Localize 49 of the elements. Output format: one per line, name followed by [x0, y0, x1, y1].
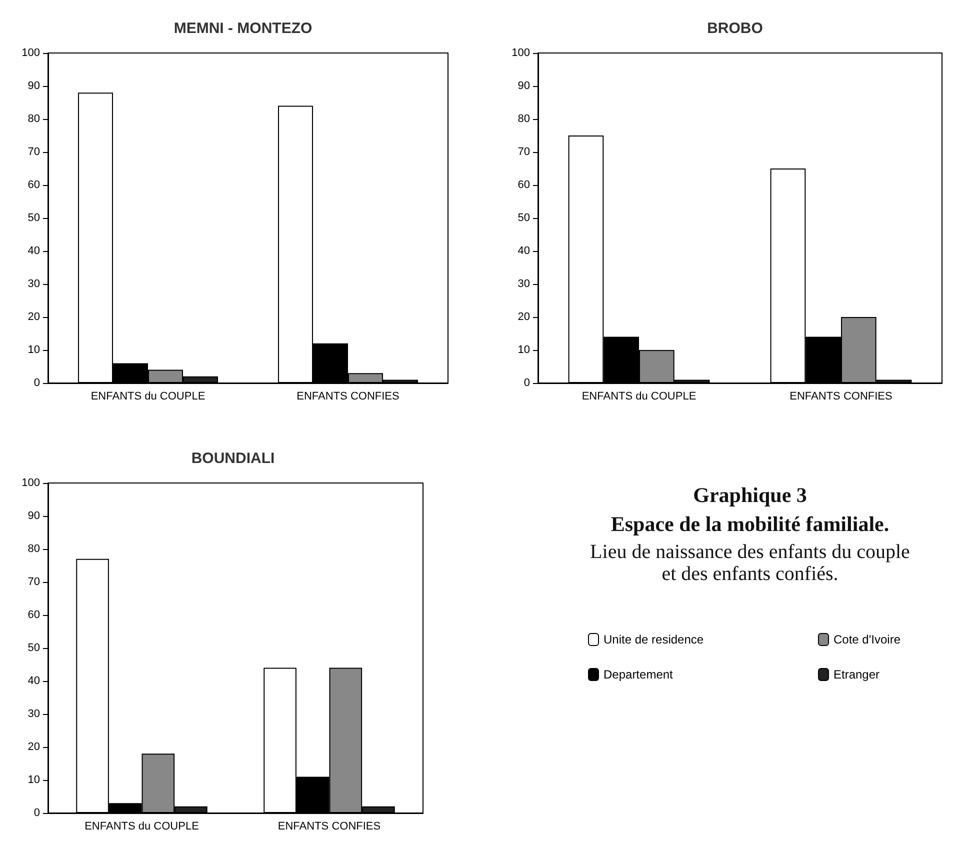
y-tick-label: 50: [28, 212, 40, 224]
x-tick-label: ENFANTS CONFIES: [278, 820, 381, 832]
x-tick-label: ENFANTS du COUPLE: [90, 390, 206, 402]
y-tick-label: 90: [28, 510, 40, 522]
text: Graphique 3: [692, 483, 808, 508]
y-tick-label: 70: [518, 146, 530, 158]
chart-title: BOUNDIALI: [191, 450, 275, 467]
y-tick-label: 20: [28, 741, 40, 753]
y-tick-label: 20: [518, 311, 530, 323]
y-tick-label: 30: [28, 708, 40, 720]
y-tick-label: 100: [22, 47, 40, 59]
y-tick-label: 90: [28, 80, 40, 92]
text: Lieu de naissance des enfants du couple et des enfants confiés.: [589, 541, 911, 585]
chart-title: MEMNI - MONTEZO: [174, 20, 312, 37]
y-tick-label: 0: [34, 377, 40, 389]
x-tick-label: ENFANTS CONFIES: [296, 390, 400, 402]
y-tick-label: 50: [28, 642, 40, 654]
x-tick-label: ENFANTS du COUPLE: [84, 820, 199, 832]
y-tick-label: 40: [28, 245, 40, 257]
y-tick-label: 40: [518, 245, 530, 257]
y-tick-label: 30: [28, 278, 40, 290]
legend-label: Cote d'Ivoire: [834, 632, 901, 646]
y-tick-label: 70: [28, 146, 40, 158]
y-tick-label: 40: [28, 675, 40, 687]
y-tick-label: 60: [28, 179, 40, 191]
legend-label: Unite de residence: [604, 632, 704, 646]
legend-label: Departement: [604, 668, 674, 682]
y-tick-label: 80: [518, 113, 530, 125]
y-tick-label: 60: [28, 609, 40, 621]
y-tick-label: 30: [518, 278, 530, 290]
y-tick-label: 90: [518, 80, 530, 92]
y-tick-label: 10: [518, 344, 530, 356]
legend-label: Etranger: [834, 668, 880, 682]
text: Espace de la mobilité familiale.: [610, 512, 890, 537]
y-tick-label: 100: [512, 47, 530, 59]
y-tick-label: 80: [28, 543, 40, 555]
y-tick-label: 80: [28, 113, 40, 125]
y-tick-label: 10: [28, 344, 40, 356]
y-tick-label: 0: [524, 377, 530, 389]
y-tick-label: 60: [518, 179, 530, 191]
y-tick-label: 0: [34, 807, 40, 819]
y-tick-label: 70: [28, 576, 40, 588]
y-tick-label: 100: [22, 477, 40, 489]
y-tick-label: 20: [28, 311, 40, 323]
y-tick-label: 10: [28, 774, 40, 786]
x-tick-label: ENFANTS CONFIES: [790, 390, 892, 402]
chart-title: BROBO: [707, 20, 764, 37]
y-tick-label: 50: [518, 212, 530, 224]
x-tick-label: ENFANTS du COUPLE: [582, 390, 696, 402]
